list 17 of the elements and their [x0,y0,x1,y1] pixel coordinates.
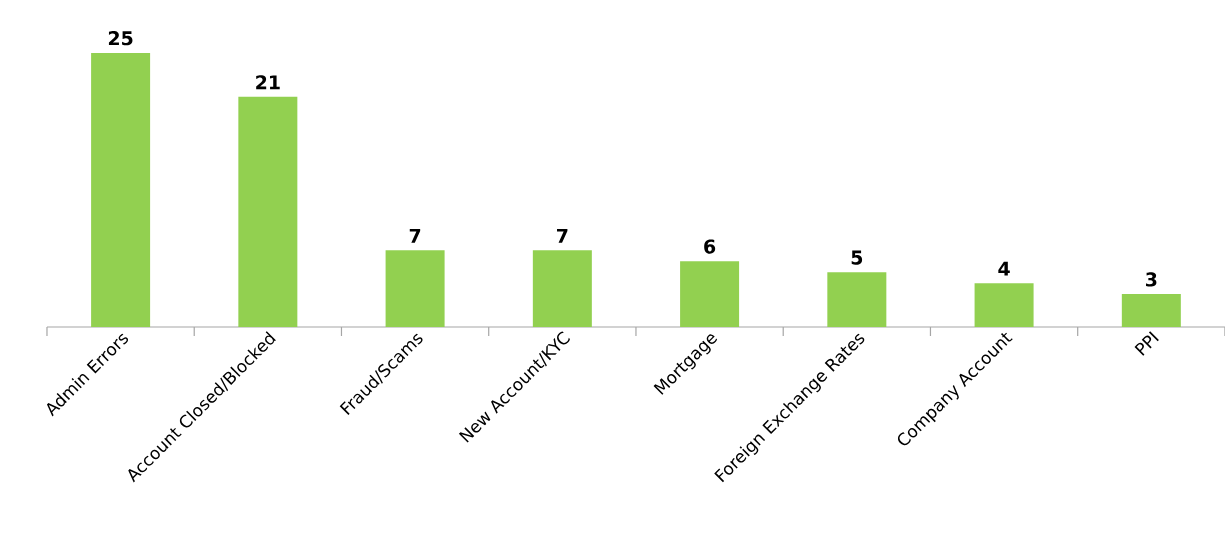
bar [1121,294,1181,327]
data-label: 7 [409,228,421,243]
data-label: 21 [256,75,280,90]
bar [680,261,740,327]
x-tick-label: PPI [1134,331,1159,356]
bar [238,96,298,327]
data-label: 4 [998,261,1010,276]
data-label: 5 [851,250,863,265]
bar [974,283,1034,327]
bar [532,250,592,327]
data-label: 7 [557,228,568,243]
data-label: 3 [1146,272,1157,287]
bar [91,52,151,327]
bar [827,272,887,327]
bar [385,250,445,327]
data-label: 25 [108,31,133,46]
data-label: 6 [704,239,716,254]
